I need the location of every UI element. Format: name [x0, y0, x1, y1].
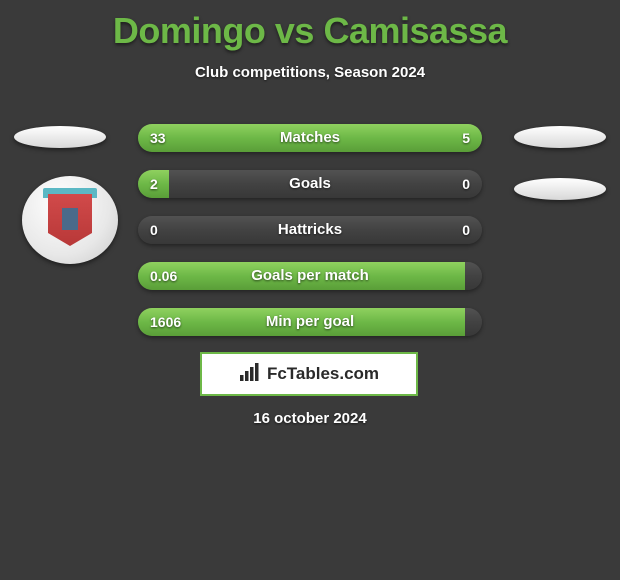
- stat-label: Goals: [138, 170, 482, 198]
- stat-label: Matches: [138, 124, 482, 152]
- page-title: Domingo vs Camisassa: [0, 0, 620, 52]
- footer-brand-text: FcTables.com: [267, 364, 379, 384]
- club-crest-icon: [38, 188, 102, 252]
- player-right-badge-small-2: [514, 178, 606, 200]
- stat-value-right: 5: [462, 124, 470, 152]
- stat-row-min-per-goal: 1606 Min per goal: [138, 308, 482, 336]
- player-left-club-badge: [22, 176, 118, 264]
- stat-row-matches: 33 Matches 5: [138, 124, 482, 152]
- stat-row-hattricks: 0 Hattricks 0: [138, 216, 482, 244]
- stat-value-right: 0: [462, 216, 470, 244]
- stat-label: Goals per match: [138, 262, 482, 290]
- stat-value-right: 0: [462, 170, 470, 198]
- stat-label: Min per goal: [138, 308, 482, 336]
- date-text: 16 october 2024: [0, 410, 620, 427]
- footer-brand-box: FcTables.com: [200, 352, 418, 396]
- player-right-badge-small: [514, 126, 606, 148]
- player-left-badge-small: [14, 126, 106, 148]
- stats-container: 33 Matches 5 2 Goals 0 0 Hattricks 0 0.0…: [138, 124, 482, 354]
- stat-row-goals-per-match: 0.06 Goals per match: [138, 262, 482, 290]
- stat-label: Hattricks: [138, 216, 482, 244]
- stat-row-goals: 2 Goals 0: [138, 170, 482, 198]
- subtitle: Club competitions, Season 2024: [0, 64, 620, 81]
- bar-chart-icon: [239, 362, 261, 387]
